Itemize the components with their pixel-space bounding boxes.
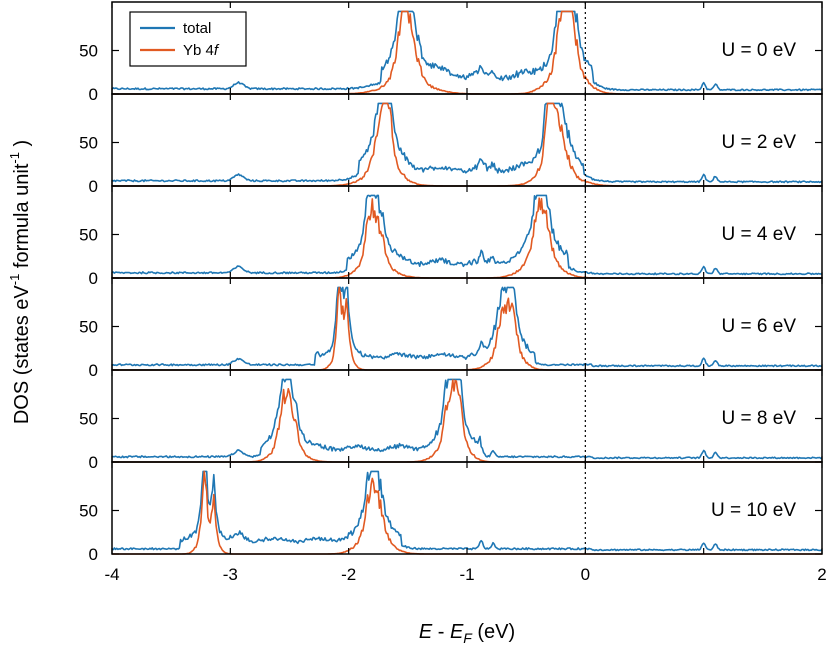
x-tick-label: -4 [104,565,119,584]
x-tick-label: -1 [459,565,474,584]
series-total-line [111,470,823,552]
legend-yb4f-label: Yb 4f [183,42,220,59]
y-tick-label: 0 [89,269,98,288]
y-tick-label: 50 [79,410,98,429]
y-tick-label: 0 [89,545,98,564]
y-axis-title-sup2: -1 [7,152,22,164]
x-tick-labels: -4 -3 -2 -1 0 2 [104,565,826,584]
panel-label: U = 2 eV [722,132,797,153]
legend-box [129,11,247,67]
series-total-line [111,378,823,460]
x-tick-label: -2 [341,565,356,584]
legend-yb4f-italic: f [214,42,220,59]
y-tick-label: 0 [89,361,98,380]
panel-label: U = 4 eV [722,224,797,245]
y-axis-title: DOS (states eV-1 formula unit-1 ) [7,140,33,424]
x-axis-title-e: E [419,621,433,643]
y-tick-label: 50 [79,318,98,337]
y-tick-label: 50 [79,226,98,245]
legend-total-label: total [183,20,211,37]
panel-1: 0 50 U = 2 eV [79,93,823,196]
x-tick-label: 0 [581,565,590,584]
y-axis-title-part3: ) [11,140,33,152]
panel-4: 0 50 U = 8 eV [79,369,823,472]
x-axis-title-unit: (eV) [472,621,515,643]
x-tick-label: -3 [223,565,238,584]
legend: total Yb 4f [129,11,247,67]
x-axis-title-ef-sub: F [463,630,473,646]
legend-yb4f-prefix: Yb 4 [183,42,214,59]
series-total-line [111,10,823,92]
series-yb4f-line [112,197,822,279]
series-total-line [111,286,823,368]
y-tick-label: 0 [89,453,98,472]
series-total-line [111,102,823,184]
y-axis-title-part2: formula unit [11,163,33,273]
x-axis-title: E - EF (eV) [419,621,515,646]
panel-label: U = 10 eV [711,500,796,521]
x-axis-title-ef: E [450,621,464,643]
y-tick-label: 50 [79,502,98,521]
y-tick-label: 50 [79,134,98,153]
series-yb4f-line [112,379,822,463]
panel-label: U = 6 eV [722,316,797,337]
panel-5: 0 50 U = 10 eV [79,461,823,564]
y-tick-label: 0 [89,85,98,104]
x-tick-label: 2 [817,565,826,584]
y-axis-title-sup1: -1 [7,274,22,286]
panels-group: 0 50 U = 0 eV 0 50 U = 2 eV 0 50 U = 4 eV 0 50 U = … [79,1,823,564]
series-total-line [111,194,822,276]
y-tick-label: 0 [89,177,98,196]
y-tick-label: 50 [79,42,98,61]
panel-label: U = 8 eV [722,408,797,429]
panel-label: U = 0 eV [722,40,797,61]
panel-frame [111,369,823,463]
y-axis-title-part1: DOS (states eV [11,285,33,425]
panel-2: 0 50 U = 4 eV [79,185,823,288]
panel-3: 0 50 U = 6 eV [79,277,823,380]
series-yb4f-line [112,102,822,187]
x-axis-title-minus: - [432,621,450,643]
